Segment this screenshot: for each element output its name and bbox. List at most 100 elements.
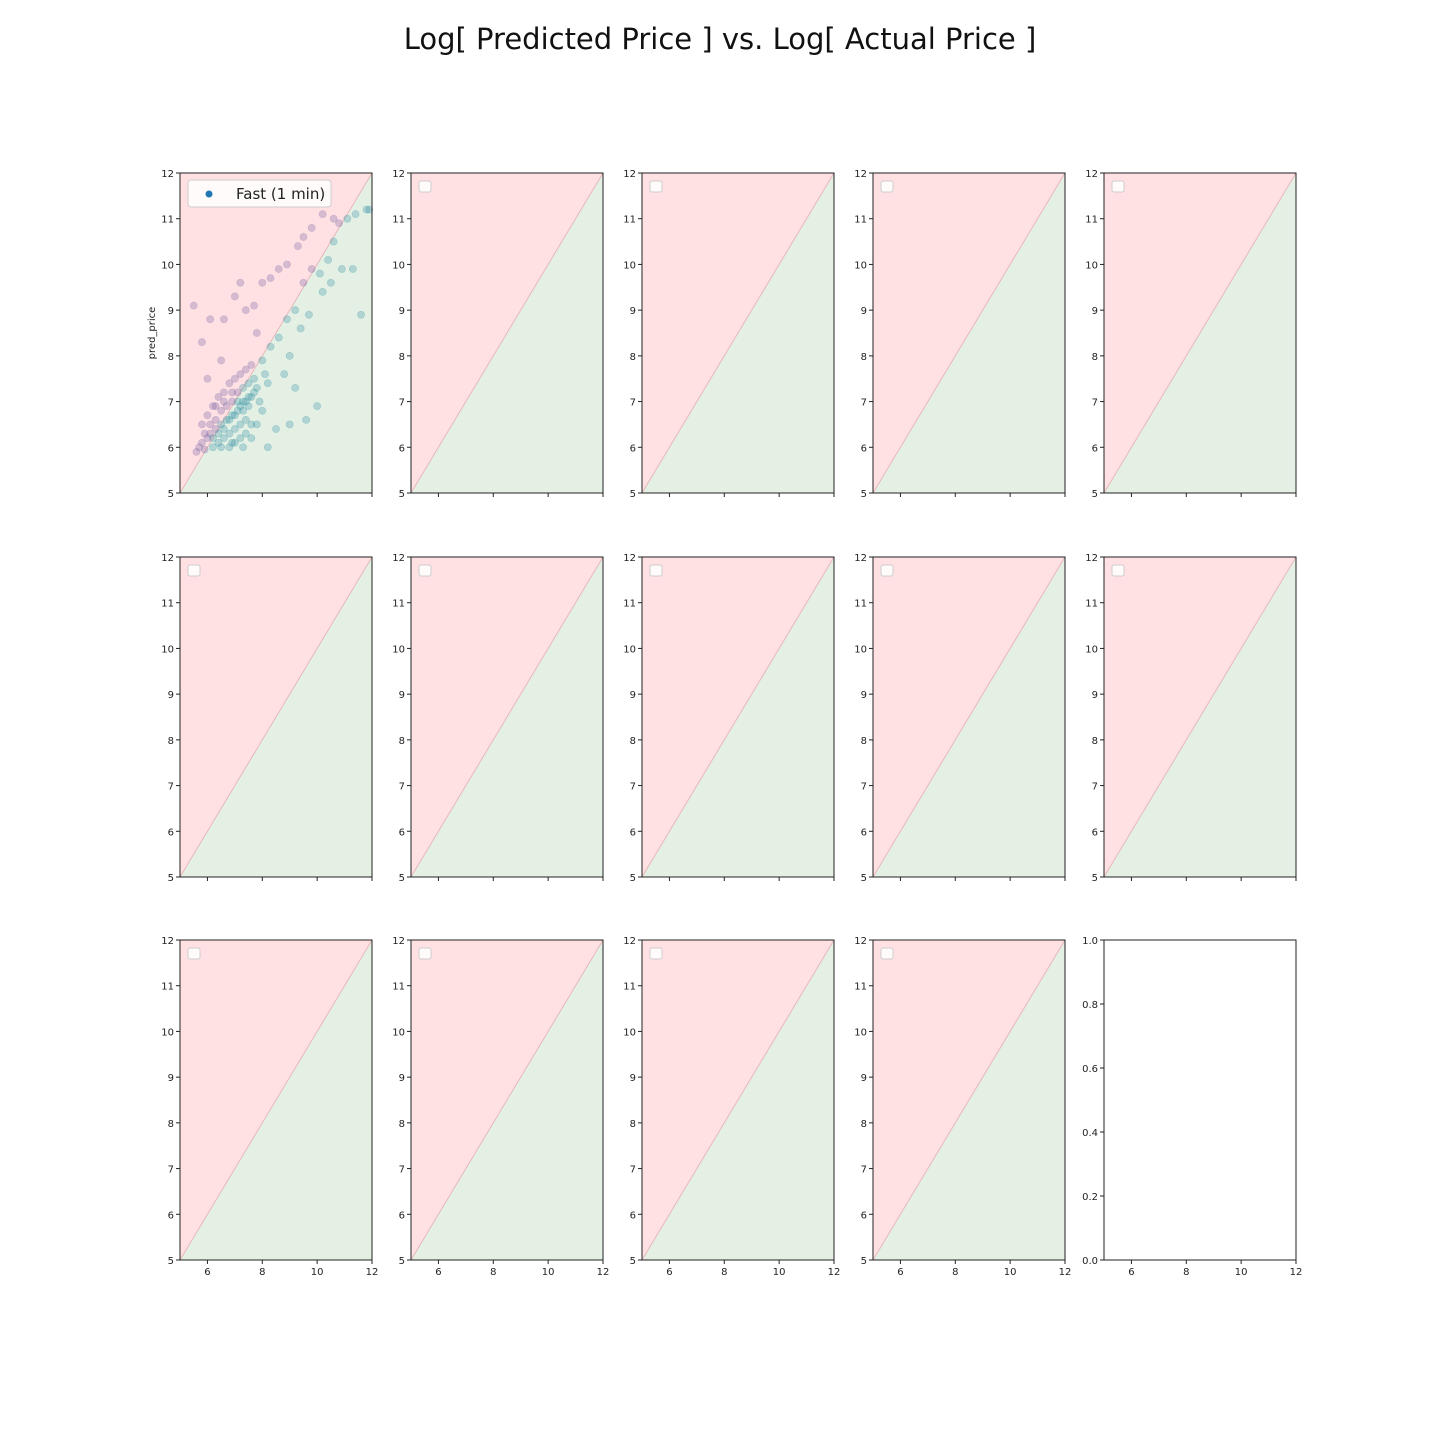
y-tick-label: 9	[168, 1073, 174, 1084]
y-tick-label: 12	[623, 169, 636, 180]
data-point	[203, 374, 212, 383]
axes-frame	[872, 172, 1066, 494]
y-tick-label: 9	[1092, 306, 1098, 317]
x-tick-label: 6	[435, 1267, 441, 1278]
y-tick-label: 8	[399, 1119, 405, 1130]
data-point	[209, 402, 217, 411]
empty-legend-box	[418, 564, 432, 577]
x-tick-label: 8	[1183, 1267, 1189, 1278]
x-tick-label: 10	[542, 1267, 555, 1278]
data-point	[206, 429, 215, 438]
empty-legend-box	[418, 180, 432, 193]
data-point	[252, 383, 261, 392]
subplot-panel-5: 5 6 7 8 9 10 11 12	[1085, 169, 1297, 500]
y-tick-label: 6	[399, 827, 405, 838]
data-point	[307, 223, 316, 232]
data-point	[255, 397, 264, 406]
y-tick-label: 10	[392, 260, 405, 271]
diagonal-line	[872, 939, 1066, 1261]
y-tick-label: 5	[861, 873, 867, 884]
empty-legend-box	[649, 180, 663, 193]
y-tick-label: 10	[854, 1027, 867, 1038]
data-point	[362, 205, 371, 214]
y-tick-label: 1.0	[1082, 936, 1098, 947]
data-point	[348, 265, 357, 273]
y-tick-label: 10	[623, 260, 636, 271]
y-tick-label: 8	[168, 352, 174, 363]
x-tick-label: 10	[311, 1267, 324, 1278]
data-point	[206, 315, 215, 324]
data-point	[365, 205, 374, 214]
data-point	[318, 287, 327, 296]
y-tick-label: 10	[1085, 260, 1098, 271]
y-tick-label: 5	[399, 489, 405, 500]
y-tick-label: 10	[392, 644, 405, 655]
figure-title: Log[ Predicted Price ] vs. Log[ Actual P…	[403, 22, 1037, 56]
data-point	[343, 214, 352, 223]
data-point	[217, 406, 226, 415]
subplot-panel-12: 5 6 7 8 9 10 11 12 6 8 10 12	[392, 936, 609, 1278]
subplot-panel-10: 5 6 7 8 9 10 11 12	[1085, 553, 1297, 884]
axes-frame	[179, 172, 373, 494]
data-point	[200, 445, 209, 454]
data-point	[241, 306, 250, 315]
y-tick-label: 9	[861, 306, 867, 317]
data-point	[233, 406, 242, 415]
axes-frame	[641, 556, 835, 878]
data-point	[222, 402, 231, 411]
y-tick-label: 7	[861, 1165, 867, 1176]
data-point	[250, 388, 258, 397]
x-tick-label: 6	[666, 1267, 672, 1278]
empty-legend-box	[418, 947, 432, 960]
data-point	[335, 219, 343, 228]
y-tick-label: 8	[861, 736, 867, 747]
data-point	[198, 338, 206, 347]
y-tick-label: 6	[168, 1210, 174, 1221]
axes-frame	[179, 556, 373, 878]
y-tick-label: 5	[861, 1256, 867, 1267]
y-tick-label: 5	[861, 489, 867, 500]
diagonal-line	[641, 556, 835, 878]
data-point	[318, 210, 327, 219]
y-tick-label: 5	[630, 489, 636, 500]
axes-frame	[872, 556, 1066, 878]
x-tick-label: 6	[1128, 1267, 1134, 1278]
data-point	[244, 393, 253, 401]
y-tick-label: 8	[861, 352, 867, 363]
y-tick-label: 12	[161, 936, 174, 947]
data-point	[351, 210, 360, 219]
axes-frame	[1103, 939, 1297, 1261]
subplot-panel-15: 0.0 0.2 0.4 0.6 0.8 1.0 6 8 10 12	[1082, 936, 1302, 1278]
diagonal-line	[1103, 556, 1297, 878]
data-point	[250, 301, 258, 310]
data-point	[294, 242, 302, 251]
y-tick-label: 5	[168, 1256, 174, 1267]
y-tick-label: 12	[392, 553, 405, 564]
x-tick-label: 12	[1059, 1267, 1072, 1278]
x-tick-label: 10	[1235, 1267, 1248, 1278]
y-tick-label: 5	[1092, 489, 1098, 500]
y-tick-label: 9	[168, 306, 174, 317]
data-point	[209, 434, 217, 443]
data-point	[209, 443, 217, 452]
data-point	[233, 397, 242, 406]
data-point	[299, 233, 308, 241]
x-tick-label: 8	[721, 1267, 727, 1278]
y-tick-label: 11	[623, 599, 636, 610]
data-point	[236, 370, 245, 379]
x-tick-label: 8	[259, 1267, 265, 1278]
data-point	[258, 278, 267, 287]
y-tick-label: 5	[399, 1256, 405, 1267]
empty-legend-box	[187, 947, 201, 960]
data-point	[214, 429, 223, 438]
data-point	[217, 356, 226, 365]
y-tick-label: 8	[168, 1119, 174, 1130]
y-tick-label: 5	[1092, 873, 1098, 884]
x-tick-label: 6	[897, 1267, 903, 1278]
y-tick-label: 7	[399, 398, 405, 409]
y-tick-label: 8	[861, 1119, 867, 1130]
subplot-panel-7: 5 6 7 8 9 10 11 12	[392, 553, 604, 884]
data-point	[247, 393, 256, 401]
y-tick-label: 9	[630, 306, 636, 317]
y-tick-label: 7	[399, 1165, 405, 1176]
